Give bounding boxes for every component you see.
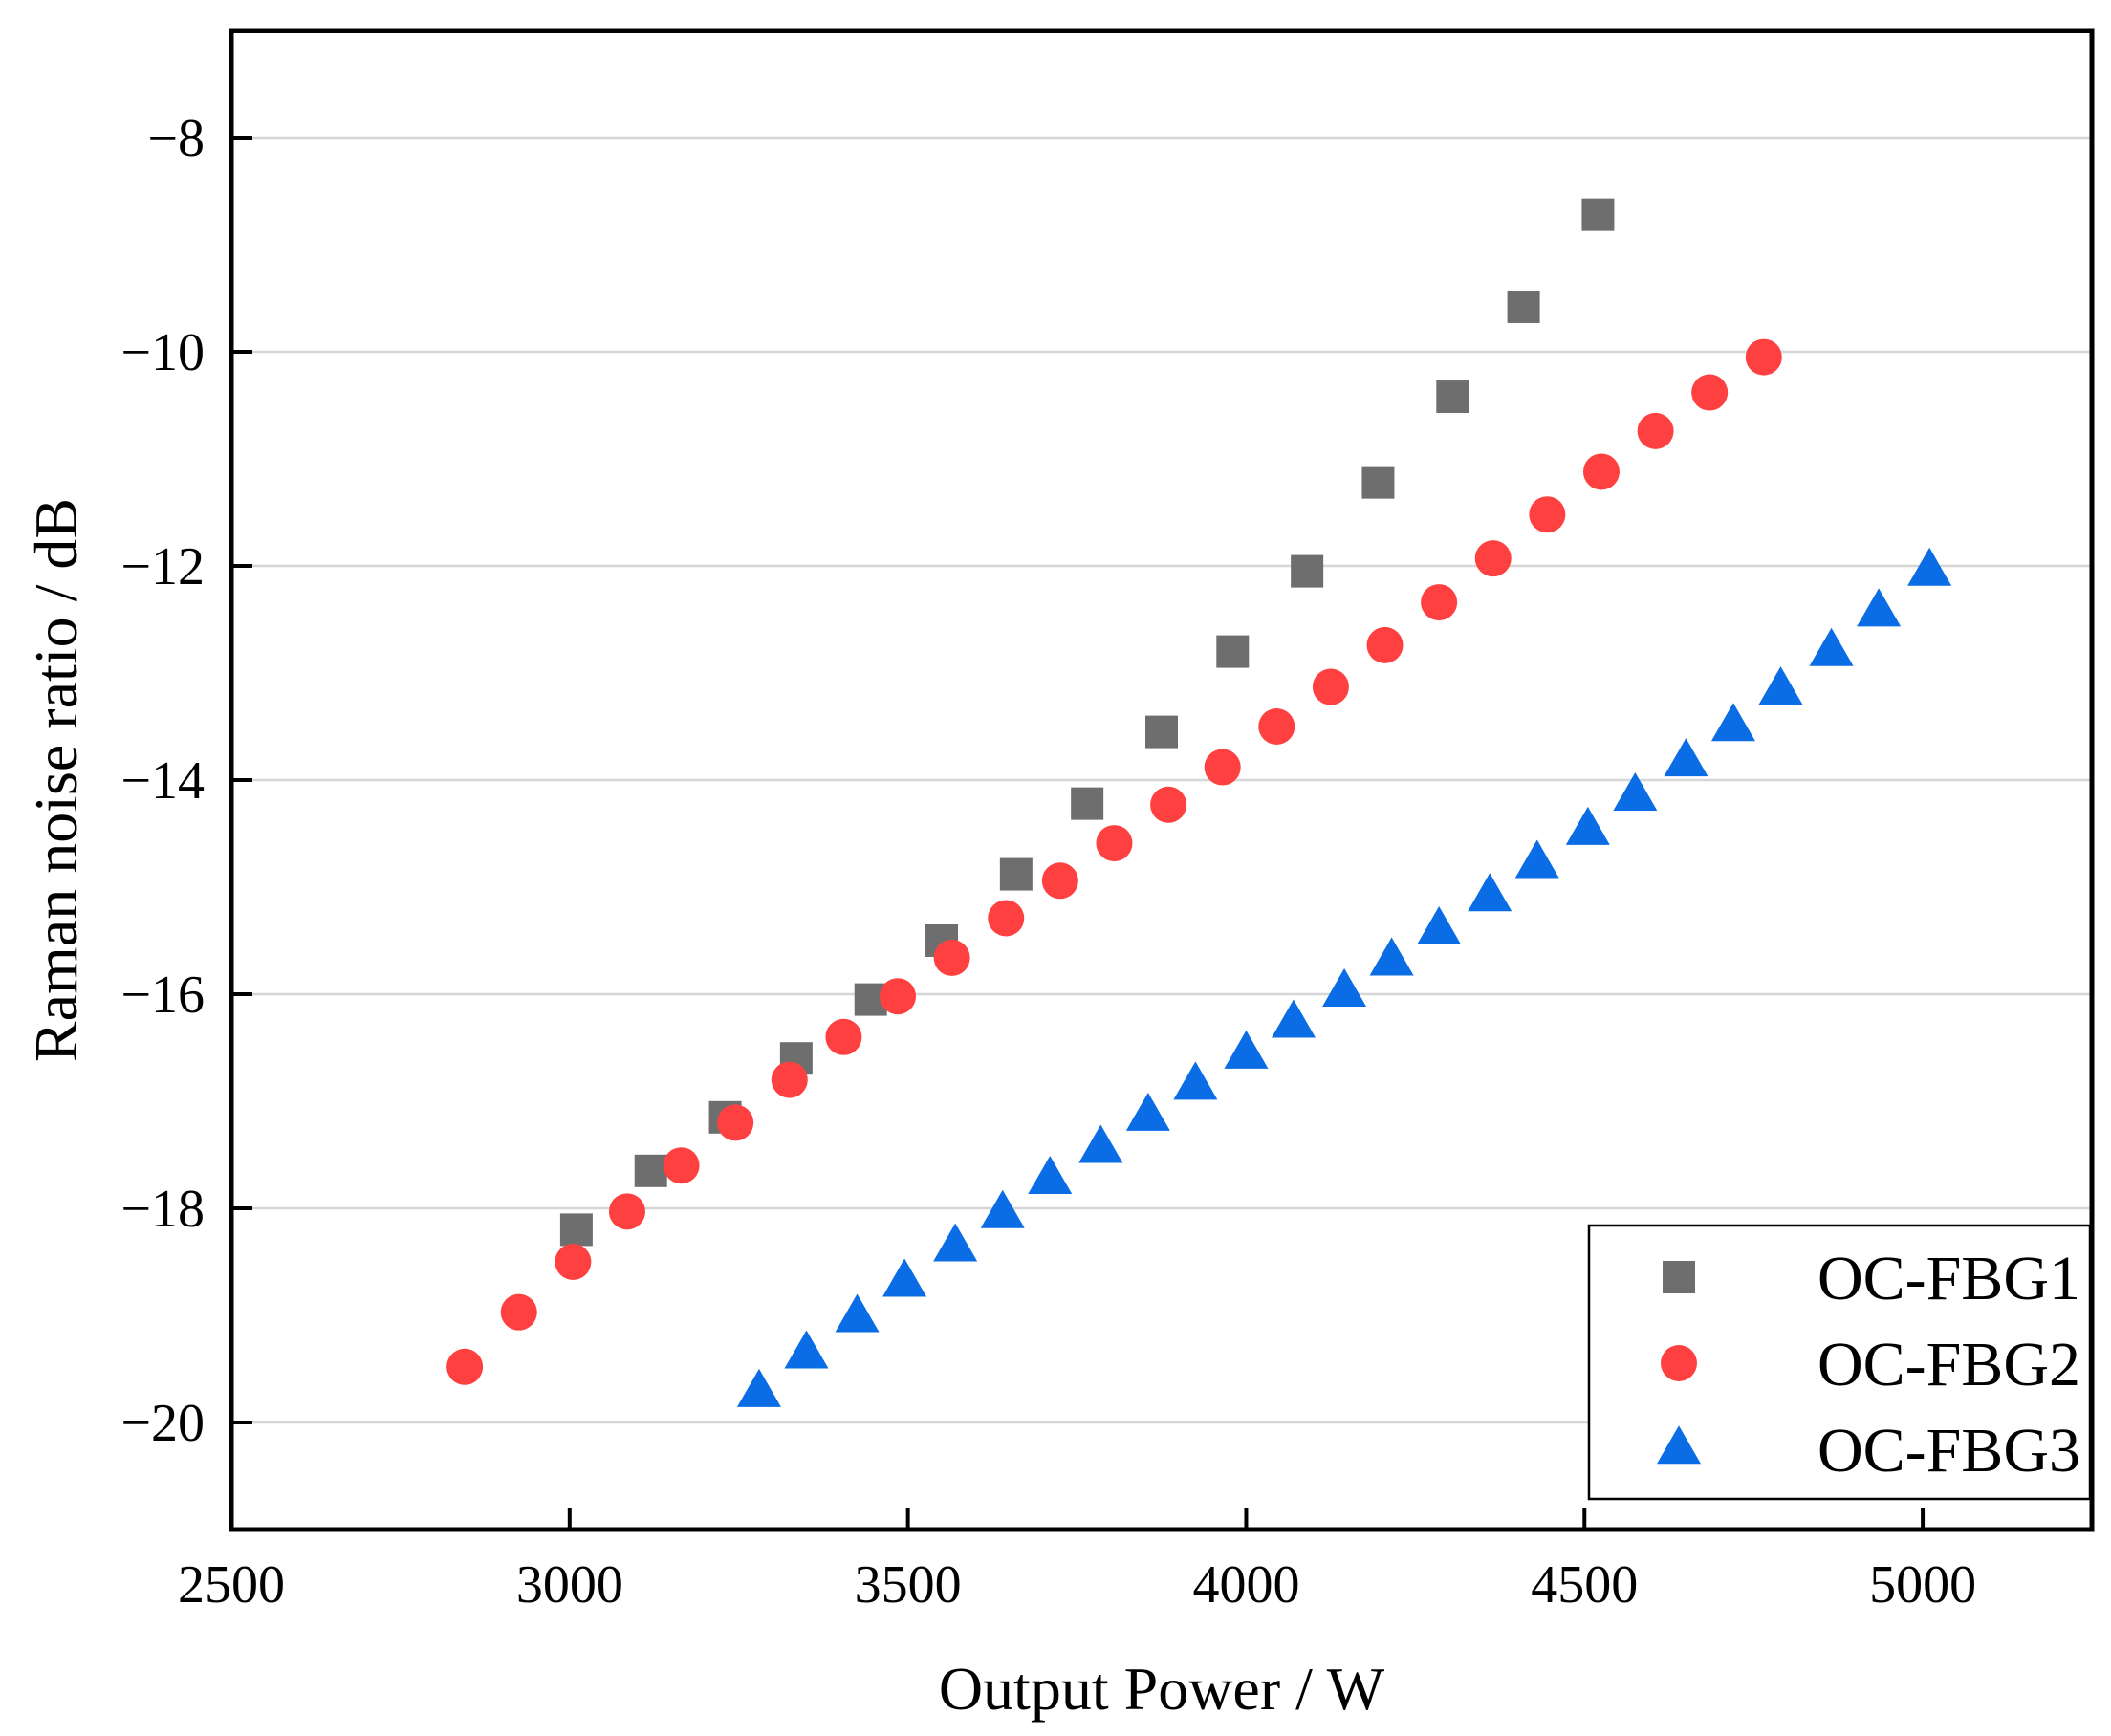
data-point bbox=[1145, 715, 1178, 749]
legend-label: OC-FBG2 bbox=[1817, 1330, 2080, 1400]
data-point bbox=[980, 1189, 1025, 1228]
data-point bbox=[559, 1213, 593, 1247]
data-point bbox=[555, 1244, 592, 1280]
data-point bbox=[736, 1368, 781, 1407]
data-point bbox=[1857, 588, 1902, 627]
data-point bbox=[717, 1104, 754, 1141]
y-tick-label: −10 bbox=[120, 323, 205, 382]
data-point bbox=[835, 1293, 880, 1333]
data-point bbox=[1468, 873, 1513, 912]
data-point bbox=[1474, 540, 1512, 577]
data-point bbox=[1565, 806, 1610, 845]
data-point bbox=[1204, 749, 1241, 786]
series-oc-fbg2 bbox=[446, 338, 1782, 1385]
data-marks bbox=[446, 198, 1952, 1407]
x-tick-label: 3500 bbox=[855, 1555, 962, 1615]
data-point bbox=[1664, 738, 1708, 777]
data-point bbox=[1041, 862, 1078, 900]
legend-item: OC-FBG3 bbox=[1657, 1416, 2080, 1486]
x-axis-title: Output Power / W bbox=[939, 1655, 1385, 1723]
data-point bbox=[1125, 1092, 1170, 1131]
legend-item: OC-FBG1 bbox=[1663, 1244, 2080, 1313]
data-point bbox=[1173, 1061, 1218, 1100]
legend-marker bbox=[1663, 1261, 1695, 1293]
data-point bbox=[1809, 627, 1854, 666]
x-tick-label: 4000 bbox=[1192, 1555, 1299, 1615]
data-point bbox=[1291, 554, 1324, 588]
legend: OC-FBG1 OC-FBG2 OC-FBG3 bbox=[1587, 1224, 2092, 1501]
data-point bbox=[1271, 999, 1316, 1038]
data-point bbox=[608, 1193, 645, 1230]
grid-lines bbox=[231, 136, 2092, 1424]
data-point bbox=[1361, 466, 1395, 499]
y-tick-label: −20 bbox=[120, 1394, 205, 1453]
legend-marker bbox=[1657, 1425, 1701, 1465]
data-point bbox=[933, 1223, 978, 1262]
data-point bbox=[1421, 584, 1458, 621]
y-tick-label: −8 bbox=[147, 109, 205, 168]
axis-ticks bbox=[229, 136, 1926, 1530]
data-point bbox=[1028, 1155, 1073, 1194]
data-point bbox=[1529, 496, 1566, 533]
data-point bbox=[1150, 786, 1187, 823]
data-point bbox=[1758, 666, 1803, 705]
data-point bbox=[1507, 290, 1540, 323]
legend-marker bbox=[1661, 1345, 1697, 1381]
data-point bbox=[1710, 703, 1755, 742]
y-tick-label: −12 bbox=[120, 537, 205, 597]
y-tick-label: −16 bbox=[120, 966, 205, 1025]
x-tick-label: 2500 bbox=[178, 1555, 285, 1615]
data-point bbox=[999, 857, 1033, 891]
data-point bbox=[1907, 547, 1952, 586]
series-oc-fbg1 bbox=[559, 198, 1615, 1247]
x-tick-label: 5000 bbox=[1869, 1555, 1976, 1615]
data-point bbox=[634, 1154, 667, 1187]
data-point bbox=[1582, 453, 1620, 490]
data-point bbox=[1369, 937, 1414, 976]
series-oc-fbg3 bbox=[736, 547, 1952, 1407]
data-point bbox=[1322, 967, 1367, 1007]
data-point bbox=[500, 1293, 537, 1331]
data-point bbox=[1514, 839, 1559, 879]
data-point bbox=[1745, 338, 1782, 376]
data-point bbox=[784, 1330, 829, 1369]
data-point bbox=[1224, 1030, 1269, 1069]
data-point bbox=[1096, 825, 1133, 862]
x-tick-label: 4500 bbox=[1531, 1555, 1638, 1615]
data-point bbox=[1613, 772, 1658, 811]
x-tick-label: 3000 bbox=[516, 1555, 623, 1615]
data-point bbox=[1581, 198, 1615, 231]
data-point bbox=[1417, 906, 1462, 944]
data-point bbox=[1258, 708, 1295, 745]
y-axis-title: Raman noise ratio / dB bbox=[22, 498, 90, 1062]
data-point bbox=[988, 900, 1025, 937]
legend-items: OC-FBG1 OC-FBG2 OC-FBG3 bbox=[1657, 1244, 2080, 1486]
y-tick-label: −18 bbox=[120, 1180, 205, 1239]
data-point bbox=[882, 1258, 927, 1297]
tick-labels: −20 −18 −16 −14 −12 −10 −8 2500 3000 3500 4000 4500… bbox=[120, 109, 1976, 1615]
data-point bbox=[825, 1018, 862, 1055]
data-point bbox=[1691, 374, 1729, 411]
data-point bbox=[1366, 626, 1404, 663]
data-point bbox=[933, 939, 970, 976]
data-point bbox=[1071, 787, 1104, 820]
data-point bbox=[880, 978, 917, 1015]
data-point bbox=[771, 1061, 808, 1098]
legend-label: OC-FBG1 bbox=[1817, 1244, 2080, 1313]
data-point bbox=[1216, 635, 1250, 668]
data-point bbox=[446, 1348, 484, 1385]
data-point bbox=[1312, 668, 1349, 705]
y-tick-label: −14 bbox=[120, 751, 205, 811]
data-point bbox=[1637, 412, 1674, 449]
legend-item: OC-FBG2 bbox=[1661, 1330, 2080, 1400]
data-point bbox=[663, 1147, 700, 1184]
legend-label: OC-FBG3 bbox=[1817, 1416, 2080, 1486]
data-point bbox=[1436, 380, 1469, 414]
data-point bbox=[1078, 1124, 1123, 1163]
